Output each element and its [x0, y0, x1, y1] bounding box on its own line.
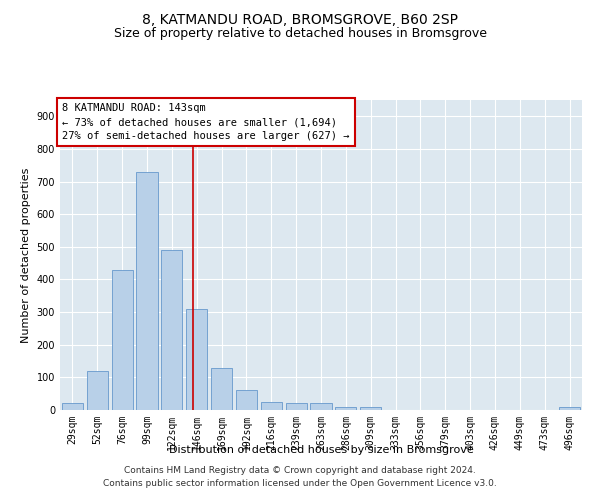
Bar [310, 404, 332, 410]
Bar [211, 368, 232, 410]
Text: Distribution of detached houses by size in Bromsgrove: Distribution of detached houses by size … [169, 445, 473, 455]
Text: 8 KATMANDU ROAD: 143sqm
← 73% of detached houses are smaller (1,694)
27% of semi: 8 KATMANDU ROAD: 143sqm ← 73% of detache… [62, 104, 350, 142]
Text: Contains HM Land Registry data © Crown copyright and database right 2024.
Contai: Contains HM Land Registry data © Crown c… [103, 466, 497, 487]
Bar [112, 270, 133, 410]
Bar [261, 402, 282, 410]
Bar [136, 172, 158, 410]
Text: 8, KATMANDU ROAD, BROMSGROVE, B60 2SP: 8, KATMANDU ROAD, BROMSGROVE, B60 2SP [142, 12, 458, 26]
Y-axis label: Number of detached properties: Number of detached properties [21, 168, 31, 342]
Bar [62, 404, 83, 410]
Bar [335, 406, 356, 410]
Bar [286, 404, 307, 410]
Bar [236, 390, 257, 410]
Bar [360, 406, 381, 410]
Bar [559, 406, 580, 410]
Bar [186, 309, 207, 410]
Text: Size of property relative to detached houses in Bromsgrove: Size of property relative to detached ho… [113, 28, 487, 40]
Bar [87, 371, 108, 410]
Bar [161, 250, 182, 410]
